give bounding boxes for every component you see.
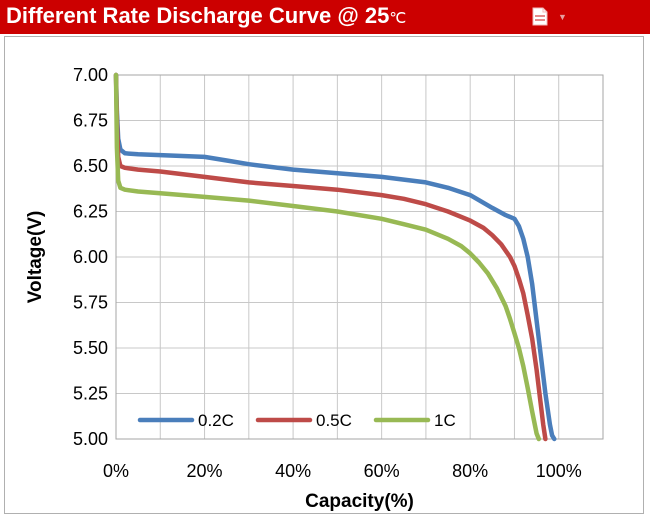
chart-title-unit: ℃	[389, 10, 407, 27]
pdf-icon[interactable]	[532, 7, 548, 26]
x-tick-label: 100%	[536, 461, 582, 481]
chart-title: Different Rate Discharge Curve @ 25℃	[6, 3, 406, 29]
y-tick-label: 6.25	[73, 202, 108, 222]
x-tick-label: 80%	[452, 461, 488, 481]
chart-title-text: Different Rate Discharge Curve @ 25	[6, 3, 390, 28]
y-tick-label: 7.00	[73, 65, 108, 85]
x-tick-label: 0%	[103, 461, 129, 481]
y-tick-label: 5.25	[73, 384, 108, 404]
chart-frame: 5.00 5.25 5.50 5.75 6.00 6.25 6.50 6.75 7.00 0% 2…	[4, 36, 644, 514]
y-tick-label: 6.50	[73, 156, 108, 176]
legend-label: 1C	[434, 411, 456, 430]
y-tick-label: 5.50	[73, 338, 108, 358]
y-tick-label: 5.75	[73, 293, 108, 313]
x-tick-label: 20%	[187, 461, 223, 481]
x-tick-labels: 0% 20% 40% 60% 80% 100%	[103, 461, 582, 481]
discharge-chart: 5.00 5.25 5.50 5.75 6.00 6.25 6.50 6.75 7.00 0% 2…	[25, 65, 604, 512]
legend-label: 0.5C	[316, 411, 352, 430]
series-line-05c	[113, 72, 548, 442]
y-axis-title: Voltage(V)	[25, 211, 46, 304]
legend-label: 0.2C	[198, 411, 234, 430]
y-tick-label: 6.75	[73, 111, 108, 131]
plot-border	[115, 74, 604, 440]
y-tick-label: 5.00	[73, 429, 108, 449]
dropdown-arrow-icon[interactable]: ▼	[558, 12, 567, 22]
series-line-1c	[113, 72, 542, 442]
title-bar: Different Rate Discharge Curve @ 25℃ ▼	[0, 0, 650, 34]
series-line-02c	[113, 72, 557, 442]
x-tick-label: 60%	[364, 461, 400, 481]
x-tick-label: 40%	[275, 461, 311, 481]
grid-layer	[116, 75, 603, 439]
y-tick-labels: 5.00 5.25 5.50 5.75 6.00 6.25 6.50 6.75 7.00	[73, 65, 108, 449]
x-axis-title: Capacity(%)	[305, 491, 414, 512]
legend: 0.2C 0.5C 1C	[137, 411, 456, 430]
series-layer	[113, 72, 557, 442]
y-tick-label: 6.00	[73, 247, 108, 267]
